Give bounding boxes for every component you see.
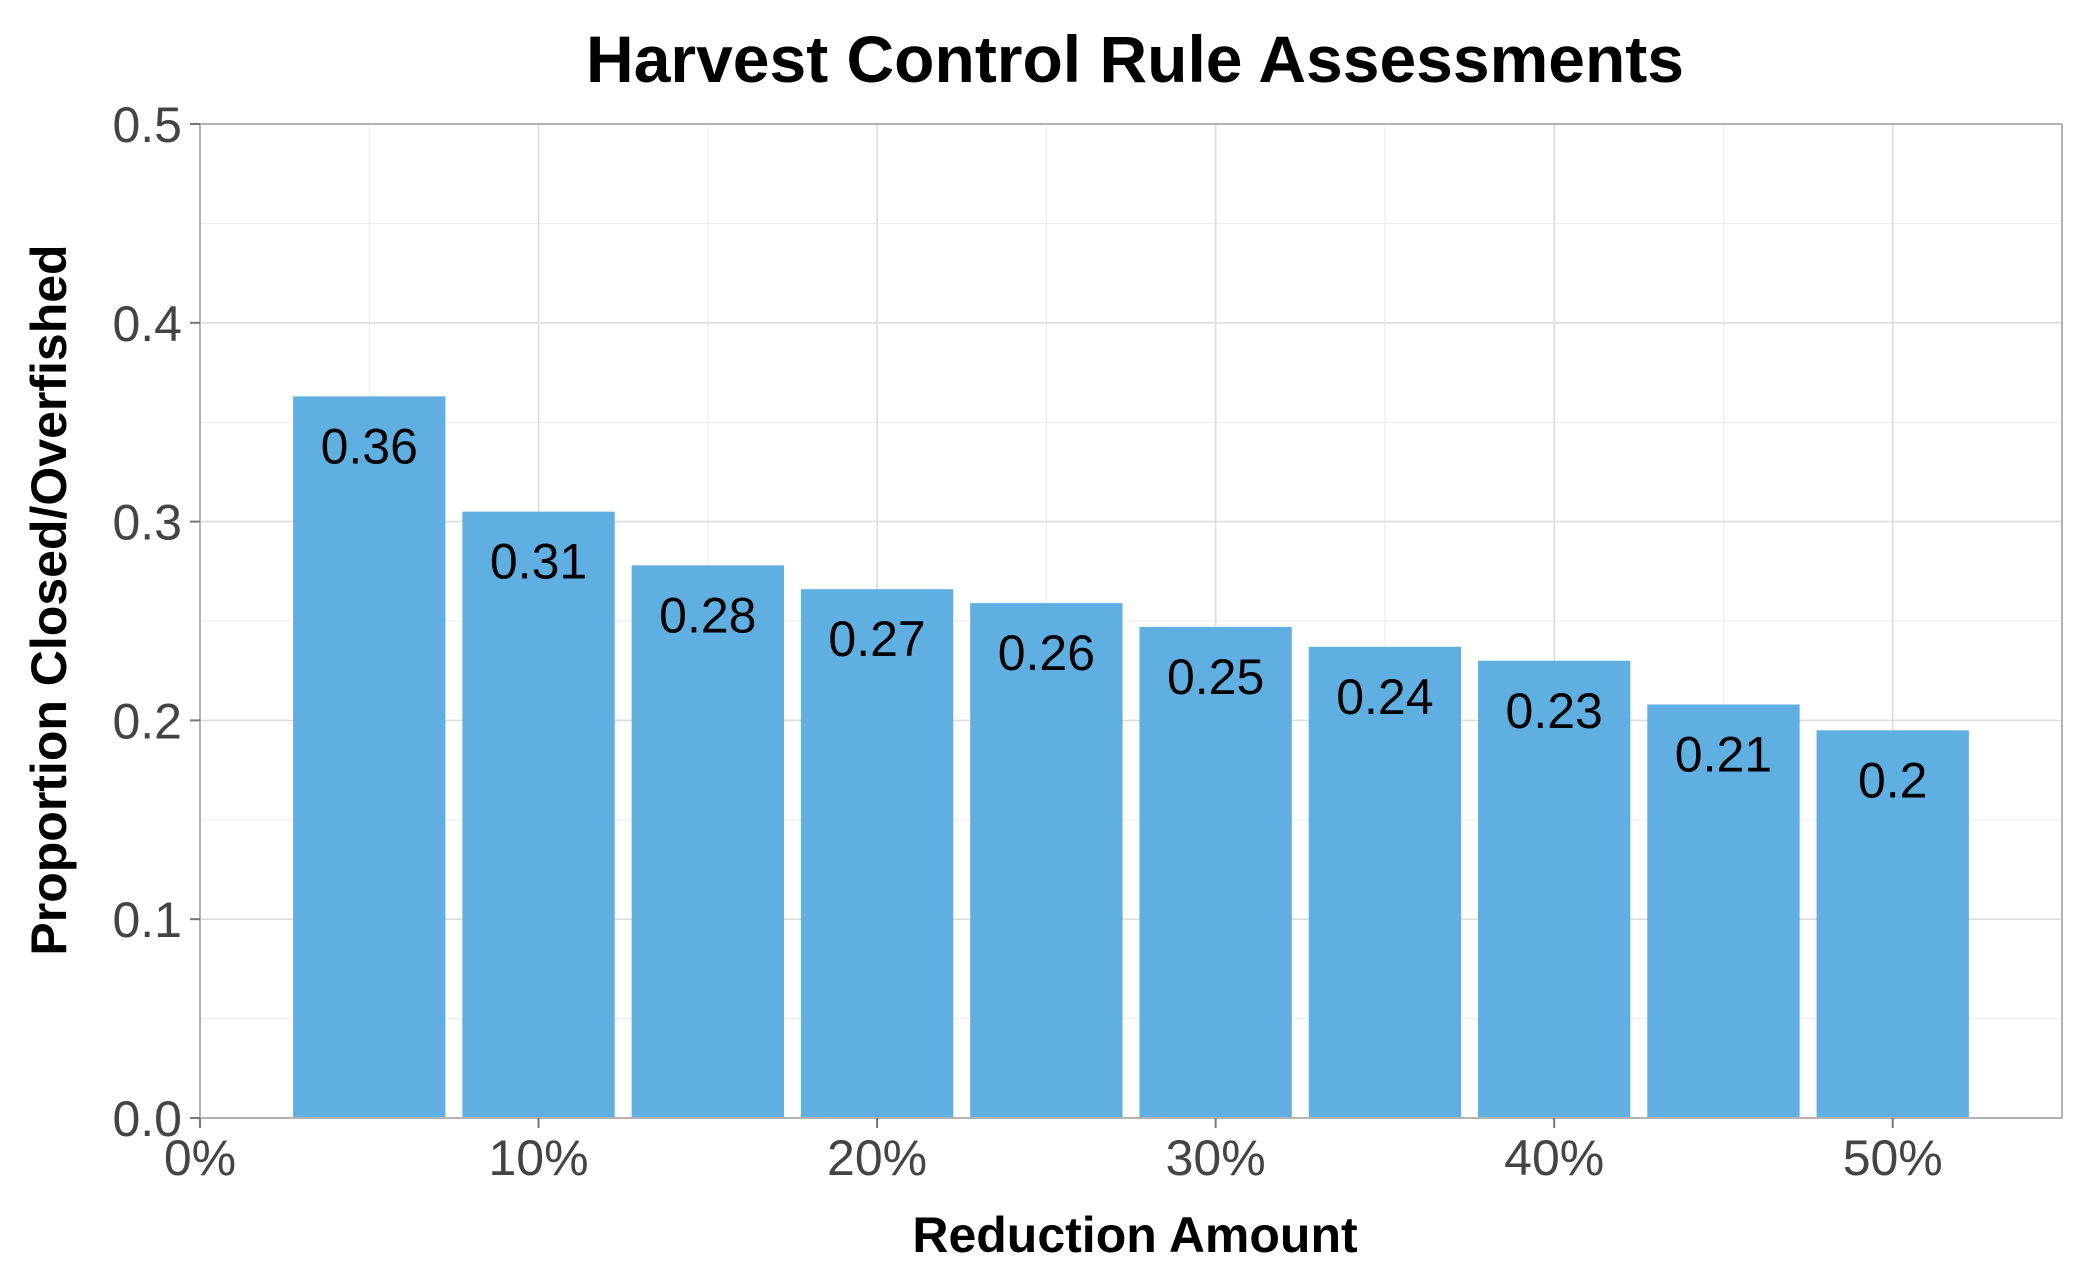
bar-value-label: 0.27 xyxy=(828,611,925,667)
y-tick-label: 0.2 xyxy=(112,693,182,749)
bar xyxy=(631,565,784,1118)
x-tick-label: 30% xyxy=(1166,1130,1266,1186)
x-tick-label: 10% xyxy=(489,1130,589,1186)
bar-value-label: 0.36 xyxy=(321,418,418,474)
x-axis-label: Reduction Amount xyxy=(912,1207,1358,1263)
x-tick-label: 50% xyxy=(1843,1130,1943,1186)
bar xyxy=(1647,704,1800,1118)
bar-value-label: 0.21 xyxy=(1675,726,1772,782)
bar xyxy=(1478,660,1631,1118)
y-tick-label: 0.3 xyxy=(112,495,182,551)
bar xyxy=(1308,646,1462,1118)
bar xyxy=(970,603,1123,1118)
bar-value-label: 0.23 xyxy=(1506,683,1603,739)
bar-value-label: 0.26 xyxy=(998,625,1095,681)
bar-value-label: 0.28 xyxy=(659,587,756,643)
y-tick-label: 0.4 xyxy=(112,296,182,352)
y-tick-label: 0.1 xyxy=(112,892,182,948)
chart-title: Harvest Control Rule Assessments xyxy=(586,22,1684,96)
bar xyxy=(1139,626,1292,1118)
bar-value-label: 0.24 xyxy=(1336,669,1433,725)
bar xyxy=(462,511,615,1118)
x-tick-label: 40% xyxy=(1504,1130,1604,1186)
bar xyxy=(293,396,446,1119)
bar xyxy=(1816,730,1969,1118)
bar-value-label: 0.31 xyxy=(490,534,587,590)
x-tick-label: 20% xyxy=(827,1130,927,1186)
bar xyxy=(800,589,954,1118)
bar-value-label: 0.25 xyxy=(1167,649,1264,705)
plot-panel-border xyxy=(199,123,2063,1119)
y-tick-label: 0.0 xyxy=(112,1091,182,1147)
y-axis-label: Proportion Closed/Overfished xyxy=(21,244,77,955)
y-tick-label: 0.5 xyxy=(112,97,182,153)
x-tick-label: 0% xyxy=(164,1130,236,1186)
bar-value-labels: 0.36 0.31 0.28 0.27 0.26 0.25 0.24 0.23 0.21 0.2 xyxy=(321,418,1928,808)
bars xyxy=(293,396,1969,1119)
axis-tick-labels: 0.0 0.1 0.2 0.3 0.4 0.5 0% 10% 20% 30% 40% 50% xyxy=(112,97,1942,1186)
axis-ticks xyxy=(190,123,1894,1128)
bar-value-label: 0.2 xyxy=(1858,752,1928,808)
